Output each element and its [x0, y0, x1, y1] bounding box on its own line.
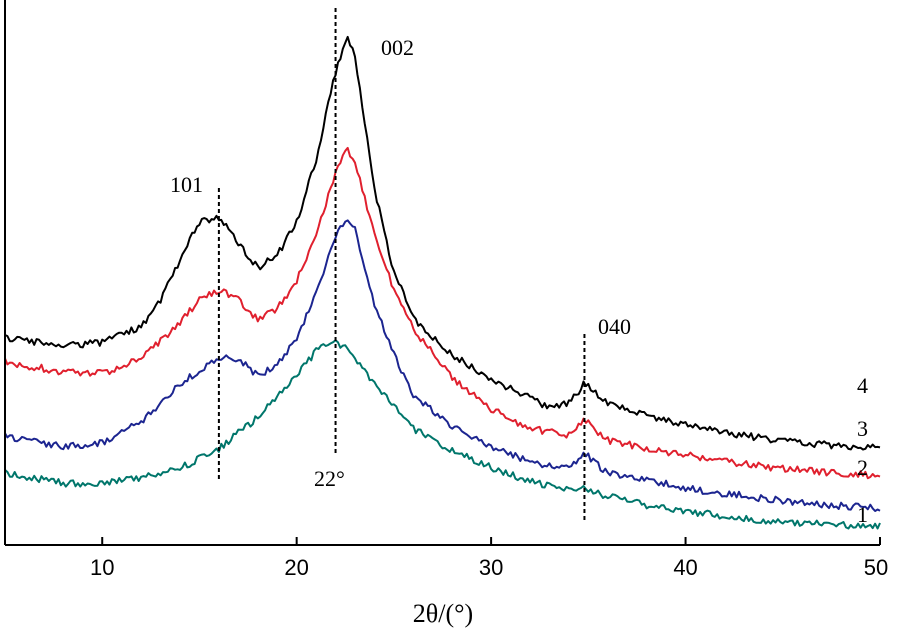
annotations: 101 002 040 22° — [170, 35, 631, 491]
x-tick-label-50: 50 — [864, 555, 888, 580]
annotation-002: 002 — [381, 35, 414, 60]
series-line-1 — [4, 339, 881, 530]
x-tick-label-20: 20 — [284, 555, 308, 580]
series-label-4: 4 — [857, 373, 868, 398]
series-line-3 — [4, 146, 881, 480]
reference-lines — [217, 8, 586, 522]
annotation-040: 040 — [598, 314, 631, 339]
series-label-1: 1 — [857, 502, 868, 527]
x-tick-label-40: 40 — [673, 555, 697, 580]
x-ticks: 10 20 30 40 50 — [90, 537, 888, 580]
annotation-101: 101 — [170, 172, 203, 197]
x-tick-label-30: 30 — [479, 555, 503, 580]
series-label-3: 3 — [857, 416, 868, 441]
x-axis-title: 2θ/(°) — [413, 599, 473, 628]
series-layer — [4, 35, 881, 530]
series-label-2: 2 — [857, 455, 868, 480]
series-labels: 1 2 3 4 — [857, 373, 868, 527]
annotation-22-degree: 22° — [314, 466, 345, 491]
series-line-4 — [4, 35, 881, 451]
series-line-2 — [4, 219, 881, 512]
x-tick-label-10: 10 — [90, 555, 114, 580]
